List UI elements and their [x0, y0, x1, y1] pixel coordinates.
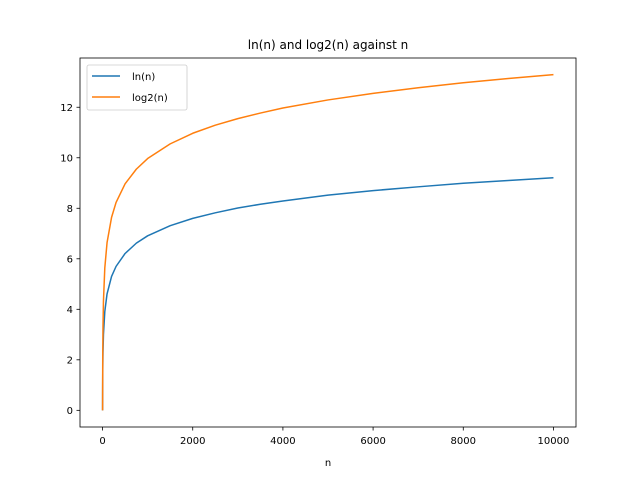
- x-tick-label: 10000: [538, 436, 570, 447]
- x-axis-label: n: [325, 458, 331, 469]
- y-tick-label: 8: [67, 204, 73, 215]
- y-tick-label: 12: [60, 103, 73, 114]
- x-tick-label: 2000: [180, 436, 205, 447]
- x-tick-label: 4000: [270, 436, 295, 447]
- legend-label-1: ln(n): [132, 72, 155, 83]
- y-tick-label: 6: [67, 254, 73, 265]
- y-tick-label: 2: [67, 355, 73, 366]
- x-axis-ticks: 0 2000 4000 6000 8000 10000: [99, 427, 569, 447]
- legend-label-2: log2(n): [132, 93, 168, 104]
- y-tick-label: 0: [67, 406, 73, 417]
- x-tick-label: 8000: [451, 436, 476, 447]
- y-tick-label: 4: [67, 305, 73, 316]
- x-tick-label: 6000: [360, 436, 385, 447]
- plot-frame: [79, 57, 577, 428]
- series-line-2: [101, 73, 554, 411]
- chart-title: ln(n) and log2(n) against n: [248, 38, 408, 52]
- legend: ln(n) log2(n): [86, 64, 188, 111]
- y-tick-label: 10: [60, 153, 73, 164]
- y-axis-ticks: 0 2 4 6 8 10 12: [60, 103, 80, 417]
- lines-layer: [101, 73, 554, 411]
- x-tick-label: 0: [99, 436, 105, 447]
